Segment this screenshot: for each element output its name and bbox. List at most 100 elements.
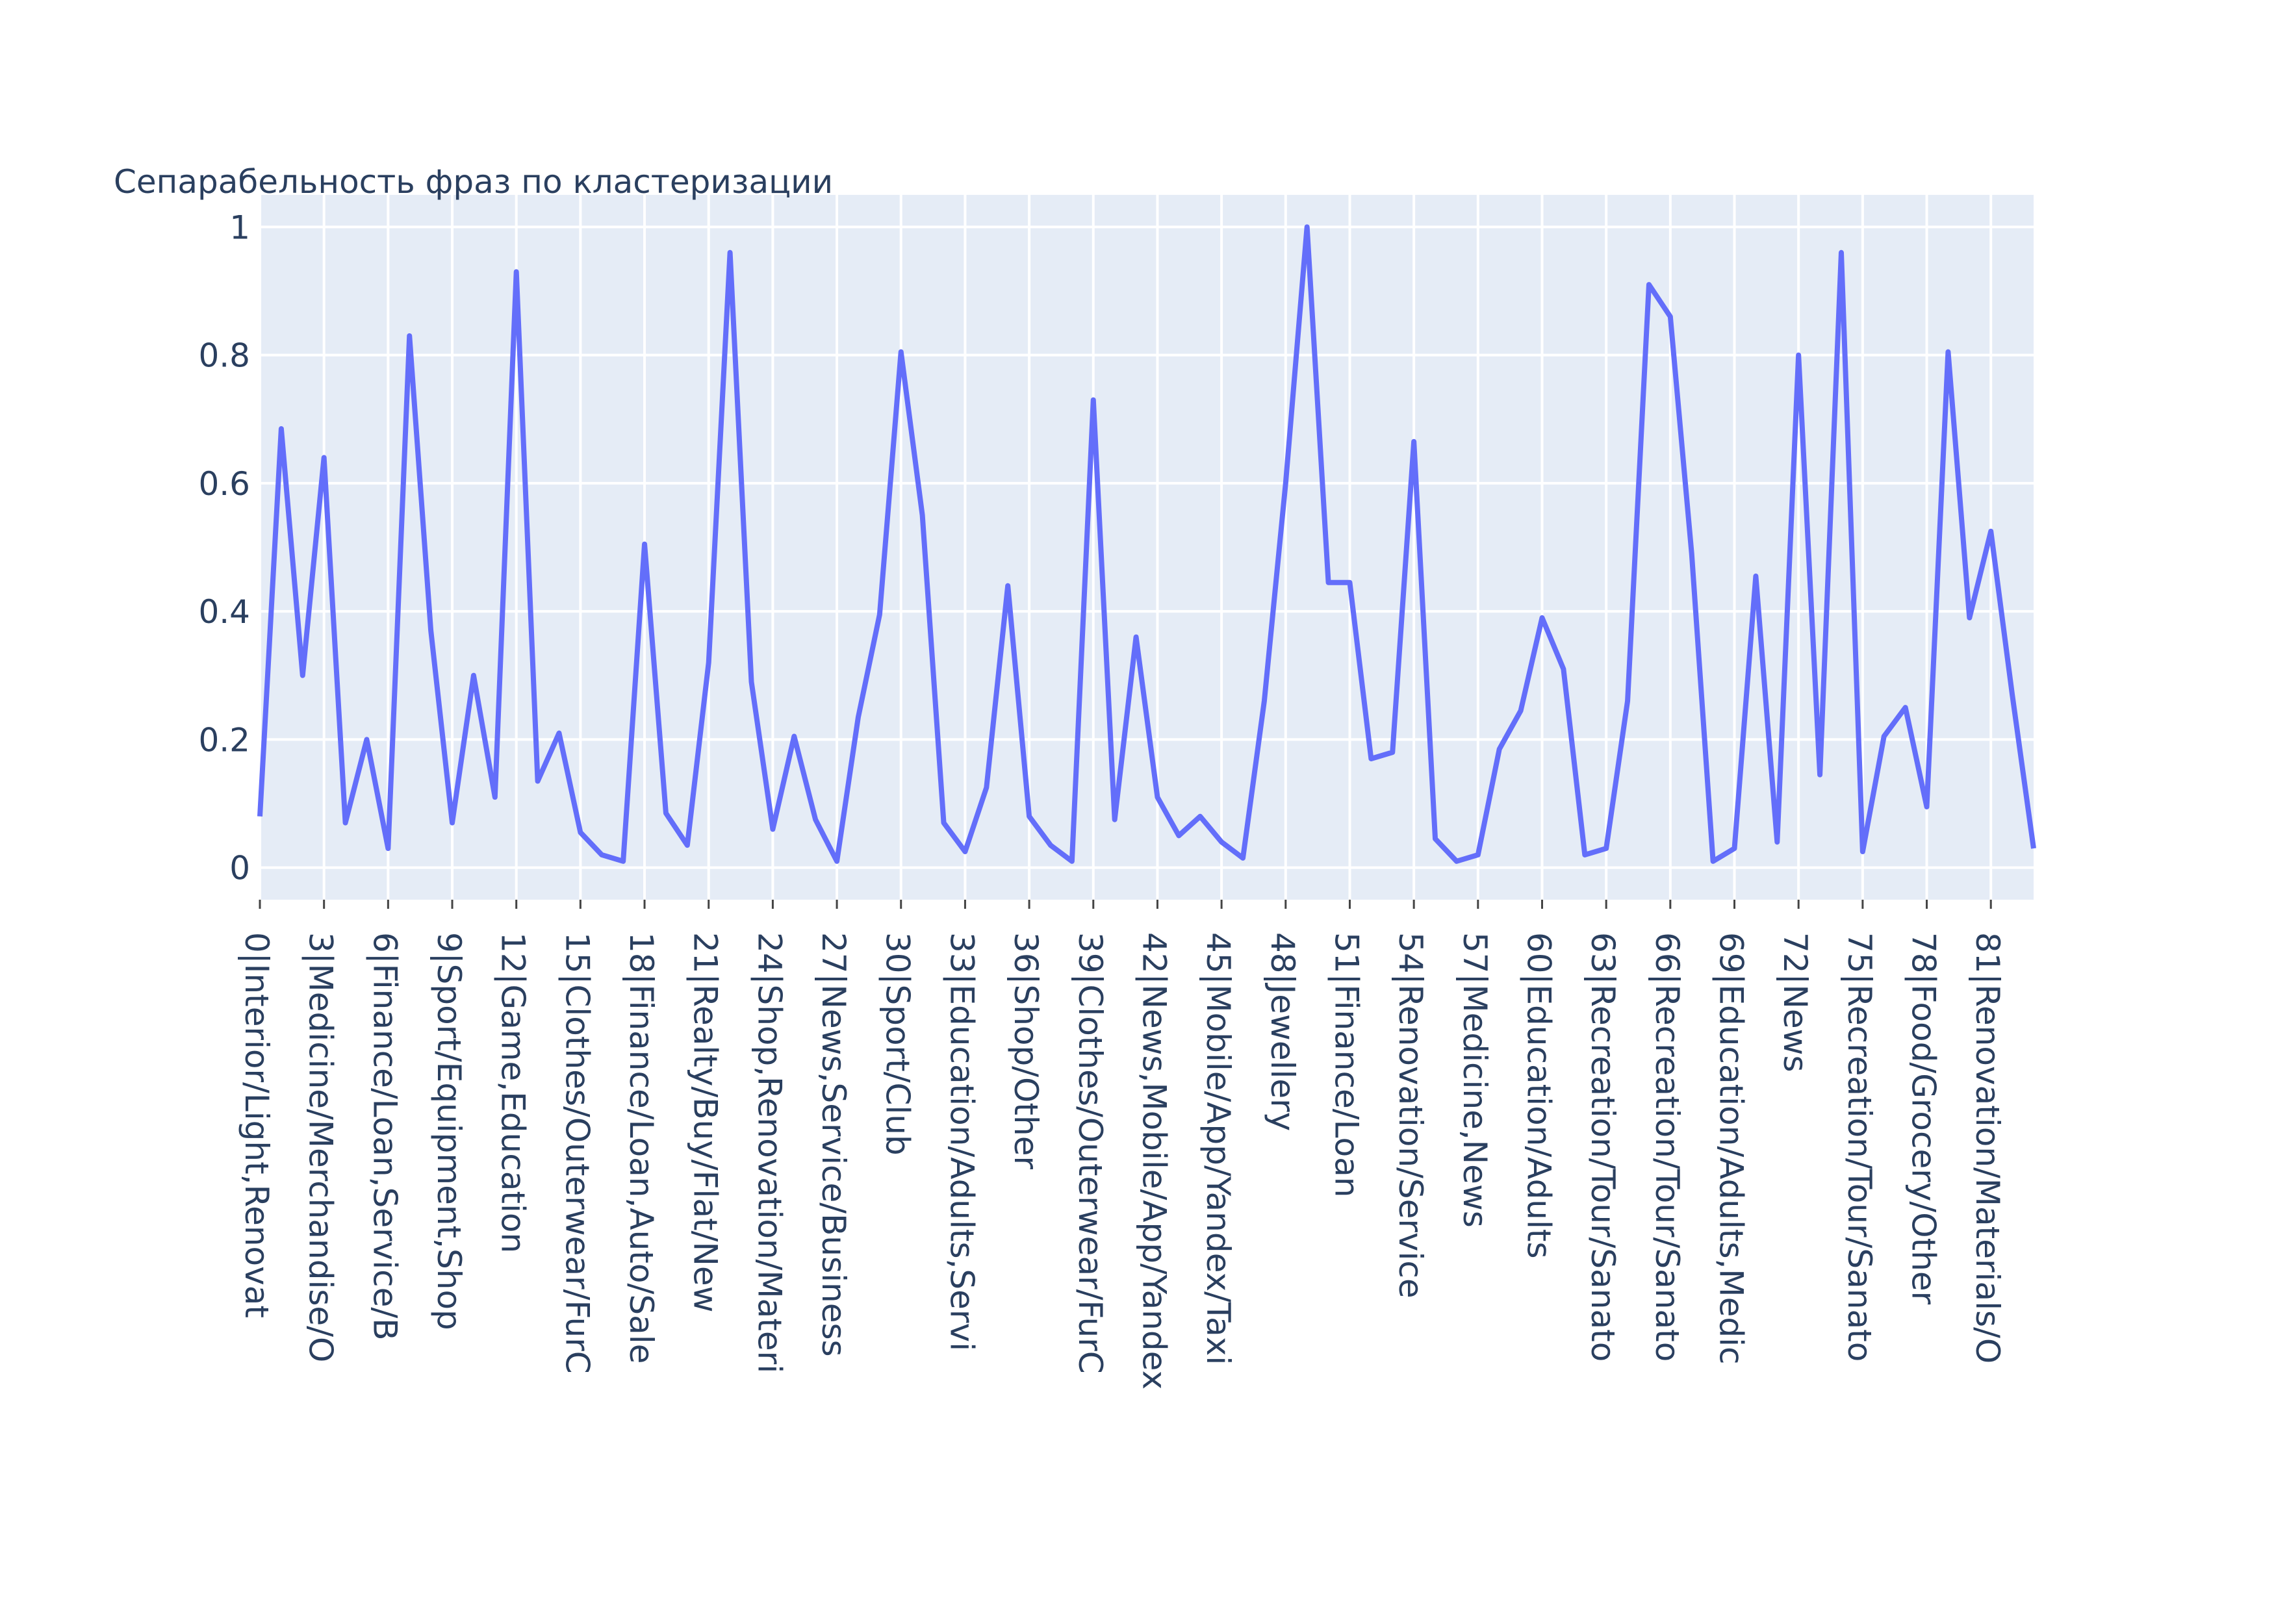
- x-tick-label: 15|Clothes/Outerwear/FurC: [558, 932, 596, 1374]
- y-tick-label: 0: [229, 850, 250, 887]
- data-point: [1837, 249, 1845, 257]
- y-tick-label: 1: [229, 209, 250, 246]
- data-point: [982, 783, 990, 791]
- x-tick-label: 66|Recreation/Tour/Sanato: [1648, 932, 1686, 1362]
- data-point: [1004, 582, 1012, 590]
- data-point: [598, 851, 606, 859]
- data-point: [1731, 844, 1739, 852]
- data-point: [854, 713, 862, 721]
- data-point: [1303, 223, 1311, 231]
- x-tick-label: 21|Realty/Buy/Flat/New: [687, 932, 724, 1313]
- data-point: [555, 730, 563, 737]
- y-tick-label: 0.8: [198, 337, 250, 375]
- data-point: [1645, 281, 1653, 288]
- x-tick-label: 45|Mobile/App/Yandex/Taxi: [1199, 932, 1237, 1365]
- data-point: [342, 819, 350, 827]
- data-point: [683, 841, 691, 849]
- data-point: [1496, 745, 1503, 753]
- x-tick-label: 72|News: [1776, 932, 1814, 1072]
- x-tick-label: 48|Jewellery: [1264, 932, 1301, 1131]
- data-point: [1025, 813, 1033, 820]
- x-tick-label: 51|Finance/Loan: [1327, 932, 1365, 1198]
- x-tick-label: 81|Renovation/Materials/O: [1969, 932, 2006, 1364]
- x-tick-label: 12|Game,Education: [494, 932, 532, 1253]
- data-point: [1709, 857, 1717, 865]
- data-point: [2030, 844, 2038, 852]
- data-point: [513, 268, 520, 275]
- x-tick-label: 42|News,Mobile/App/Yandex: [1135, 932, 1173, 1389]
- data-point: [384, 844, 392, 852]
- data-point: [1047, 841, 1054, 849]
- data-point: [705, 659, 713, 666]
- data-point: [1431, 835, 1439, 843]
- data-point: [1624, 697, 1631, 705]
- data-point: [1239, 854, 1247, 862]
- data-point: [1175, 831, 1182, 839]
- data-point: [534, 778, 542, 785]
- data-point: [1153, 793, 1161, 801]
- data-point: [363, 735, 370, 743]
- data-point: [1474, 851, 1482, 859]
- series-line: [257, 224, 2036, 864]
- data-point: [2008, 691, 2016, 698]
- data-point: [1965, 614, 1973, 622]
- data-point: [1987, 527, 1995, 535]
- data-point: [876, 611, 884, 618]
- x-tick-label: 6|Finance/Loan,Service/B: [366, 932, 403, 1341]
- x-tick-label: 57|Medicine,News: [1456, 932, 1494, 1228]
- x-tick-label: 0|Interior/Light,Renovat: [238, 932, 275, 1318]
- data-point: [256, 813, 264, 820]
- data-point: [641, 540, 648, 548]
- y-tick-label: 0.6: [198, 465, 250, 503]
- data-point: [790, 732, 798, 740]
- data-point: [1752, 572, 1759, 580]
- data-point: [1667, 312, 1674, 320]
- data-point: [1218, 838, 1225, 846]
- x-tick-label: 60|Education/Adults: [1520, 932, 1557, 1259]
- data-point: [1346, 579, 1353, 587]
- data-point: [491, 793, 499, 801]
- data-point: [897, 348, 905, 356]
- data-point: [1688, 550, 1696, 557]
- data-point: [1111, 816, 1119, 824]
- x-tick-label: 18|Finance/Loan,Auto/Sale: [622, 932, 660, 1364]
- x-tick-label: 3|Medicine/Merchandise/O: [302, 932, 340, 1362]
- data-point: [961, 848, 969, 856]
- data-point: [940, 819, 948, 827]
- data-point: [470, 672, 478, 679]
- x-tick-label: 24|Shop,Renovation/Materi: [750, 932, 788, 1373]
- y-tick-label: 0.4: [198, 593, 250, 631]
- data-point: [1923, 803, 1931, 811]
- data-point: [1795, 351, 1802, 359]
- data-point: [919, 511, 926, 519]
- data-point: [448, 819, 456, 827]
- y-axis-ticks: 0 0.2 0.4 0.6 0.8 1: [198, 209, 250, 887]
- data-point: [1068, 857, 1076, 865]
- data-point: [1559, 665, 1567, 673]
- data-point: [1944, 348, 1952, 356]
- data-point: [1773, 838, 1781, 846]
- data-point: [1453, 857, 1461, 865]
- data-point: [1902, 704, 1910, 711]
- data-point: [405, 332, 413, 340]
- data-point: [427, 627, 435, 635]
- data-point: [1859, 848, 1867, 856]
- data-point: [1282, 479, 1290, 487]
- x-tick-label: 69|Education/Adults,Medic: [1713, 932, 1750, 1364]
- x-tick-label: 39|Clothes/Outerwear/FurC: [1071, 932, 1109, 1374]
- data-point: [1538, 614, 1546, 622]
- data-point: [1260, 697, 1268, 705]
- data-point: [1880, 732, 1888, 740]
- chart-title: Сепарабельность фраз по кластеризации: [114, 163, 833, 201]
- data-point: [726, 249, 734, 257]
- data-point: [662, 809, 670, 817]
- data-point: [1367, 755, 1375, 763]
- data-point: [299, 672, 307, 679]
- data-point: [1410, 438, 1418, 446]
- x-tick-label: 75|Recreation/Tour/Sanato: [1841, 932, 1878, 1362]
- x-tick-label: 33|Education/Adults,Servi: [943, 932, 980, 1351]
- data-point: [1517, 707, 1525, 715]
- x-tick-label: 9|Sport/Equipment,Shop: [430, 932, 468, 1330]
- y-tick-label: 0.2: [198, 721, 250, 759]
